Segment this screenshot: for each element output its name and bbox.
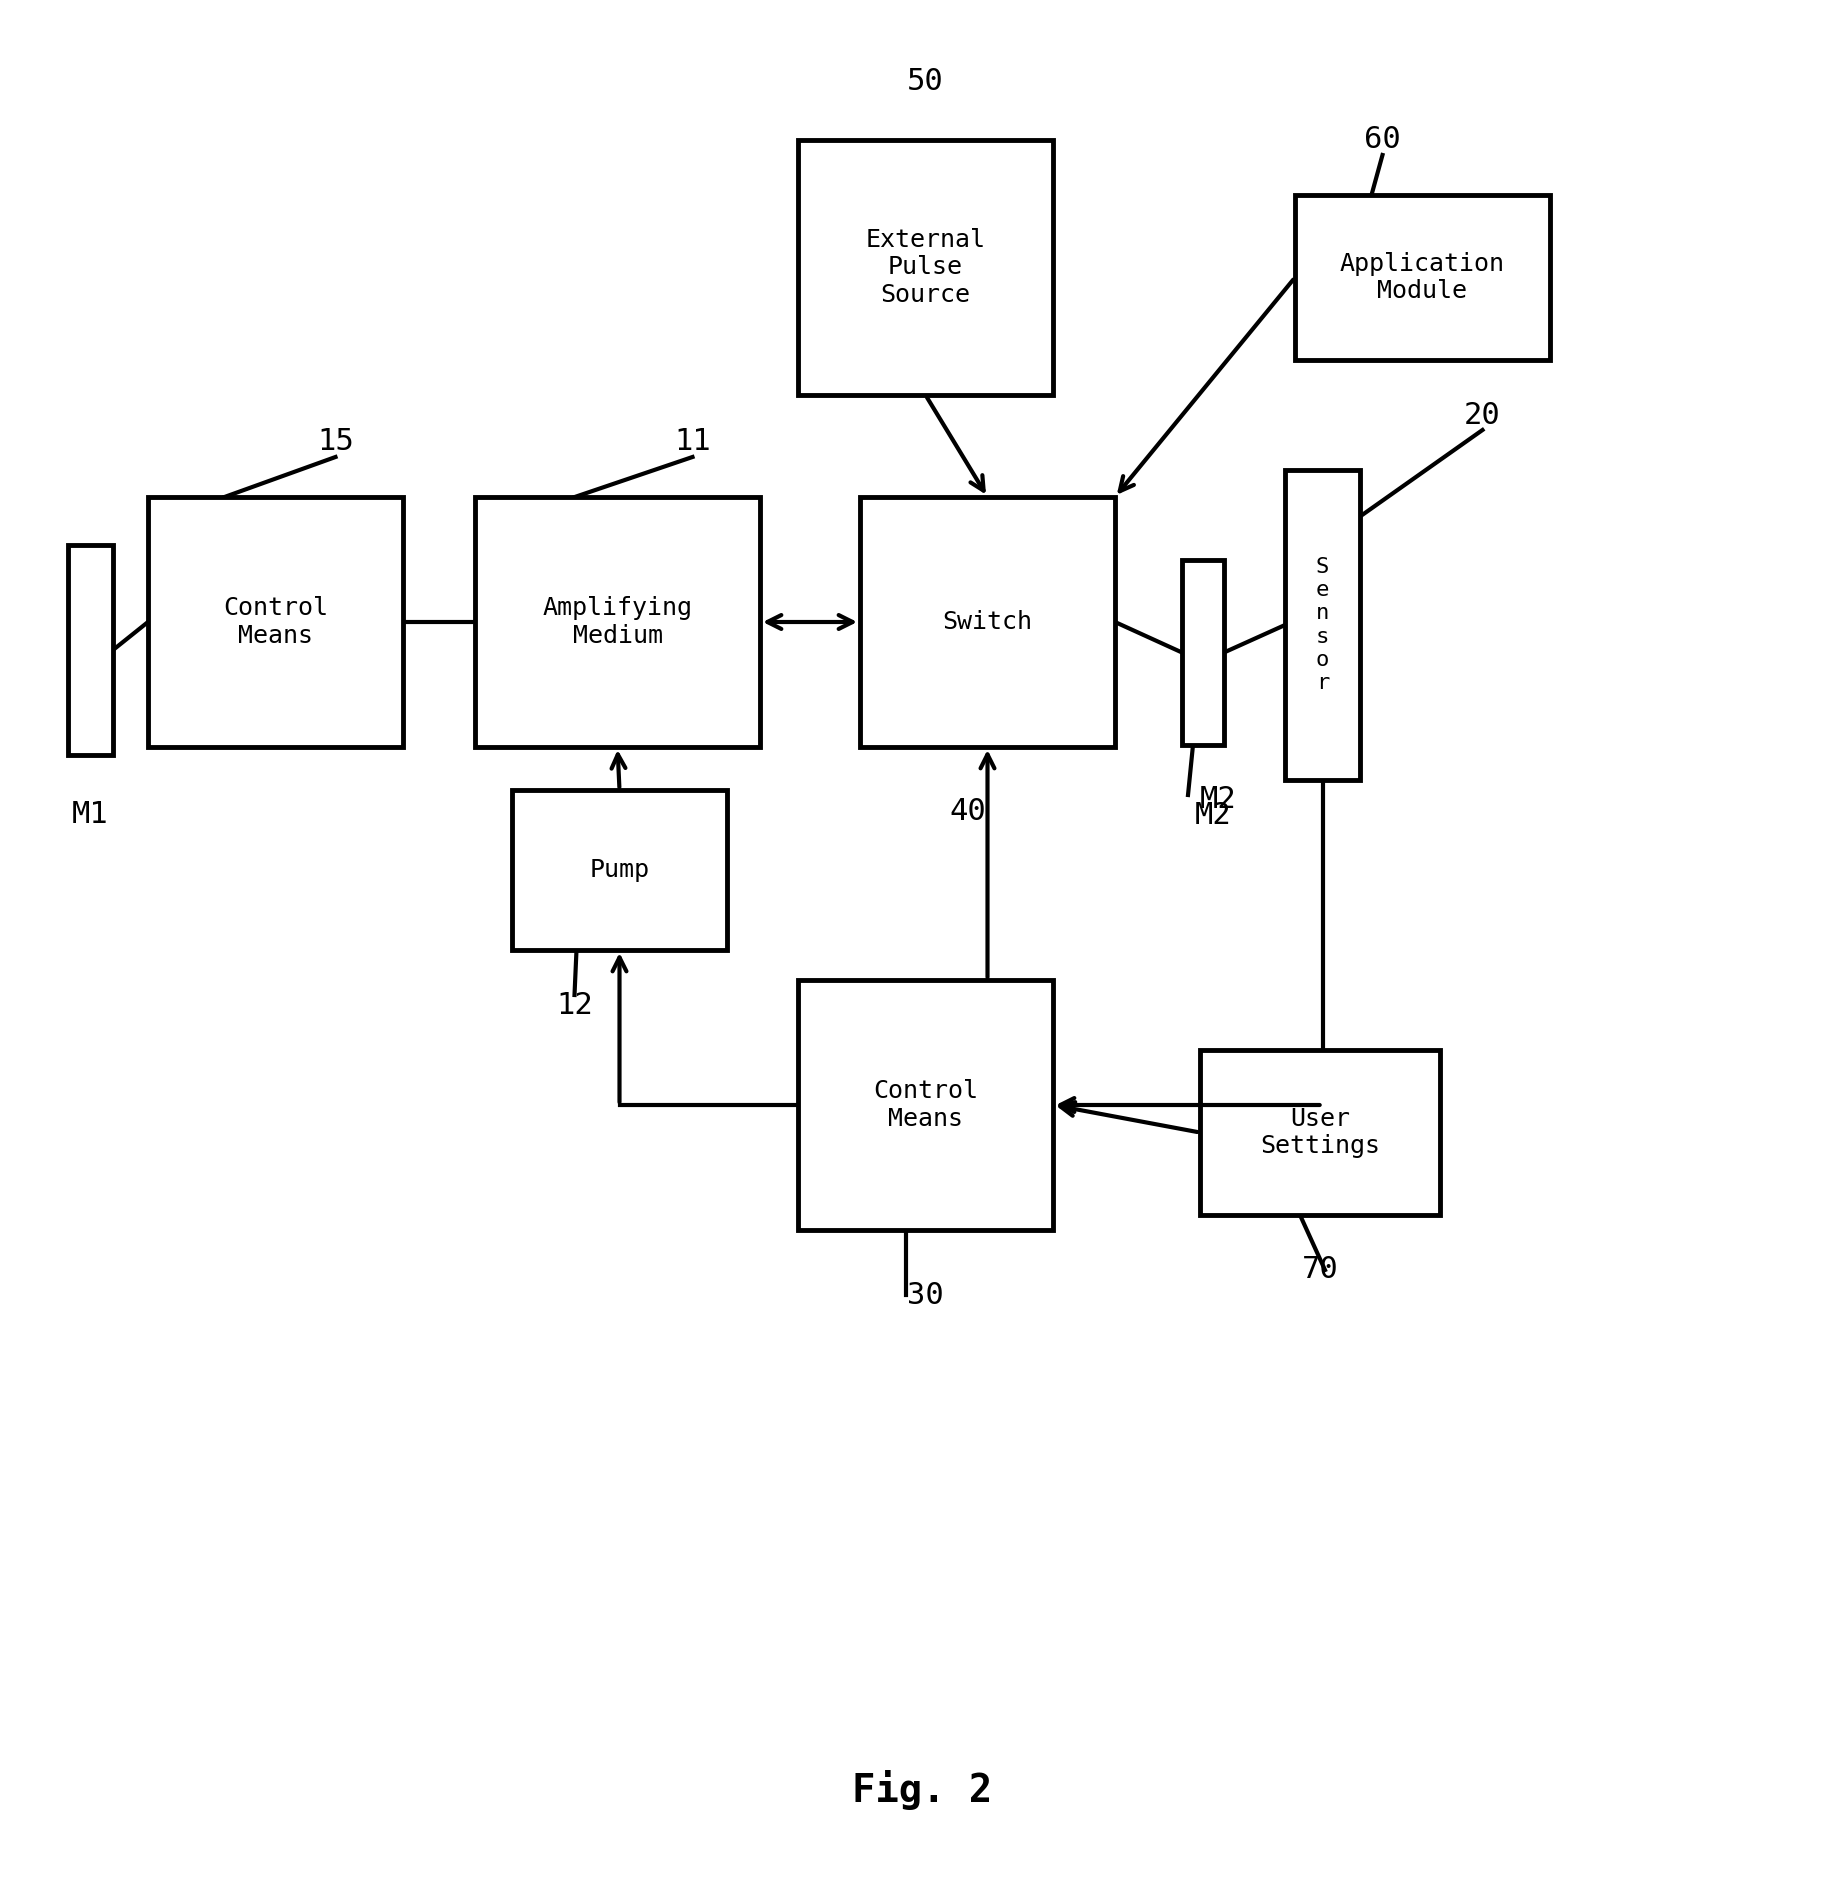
Bar — [860, 497, 1114, 748]
Text: S
e
n
s
o
r: S e n s o r — [1315, 558, 1328, 693]
Text: 12: 12 — [555, 990, 592, 1020]
Bar — [1295, 194, 1550, 360]
Text: Switch: Switch — [943, 611, 1033, 634]
Bar — [148, 497, 402, 748]
Text: M1: M1 — [72, 799, 109, 830]
Text: Amplifying
Medium: Amplifying Medium — [542, 596, 692, 647]
Bar — [799, 141, 1053, 396]
Text: 40: 40 — [948, 797, 985, 826]
Text: 11: 11 — [673, 428, 710, 457]
Bar — [68, 544, 113, 755]
Bar — [474, 497, 760, 748]
Bar — [1183, 559, 1223, 744]
Bar — [1199, 1050, 1439, 1214]
Text: Pump: Pump — [590, 858, 649, 881]
Bar — [799, 980, 1053, 1229]
Text: M2: M2 — [1199, 786, 1236, 814]
Text: Control
Means: Control Means — [873, 1079, 978, 1130]
Bar — [513, 790, 727, 950]
Text: User
Settings: User Settings — [1260, 1108, 1380, 1159]
Text: Fig. 2: Fig. 2 — [852, 1770, 993, 1810]
Text: External
Pulse
Source: External Pulse Source — [865, 228, 985, 306]
Text: 20: 20 — [1465, 400, 1500, 430]
Text: 70: 70 — [1301, 1256, 1338, 1285]
Text: 50: 50 — [908, 67, 945, 97]
Text: Application
Module: Application Module — [1339, 251, 1506, 303]
Text: M2: M2 — [1194, 801, 1231, 830]
Text: 15: 15 — [317, 428, 354, 457]
Text: 60: 60 — [1363, 126, 1400, 154]
Text: Control
Means: Control Means — [223, 596, 328, 647]
Bar — [1284, 470, 1360, 780]
Text: 30: 30 — [908, 1281, 945, 1309]
